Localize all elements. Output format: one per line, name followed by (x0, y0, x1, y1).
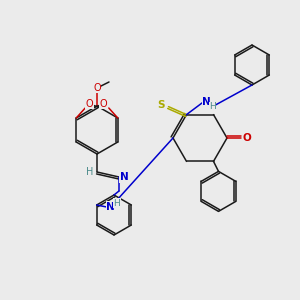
Text: N: N (106, 202, 115, 212)
Text: O: O (243, 133, 251, 143)
Text: O: O (85, 99, 93, 109)
Text: O: O (100, 99, 108, 109)
Text: O: O (93, 83, 101, 93)
Text: H: H (86, 167, 94, 177)
Text: H: H (113, 199, 120, 208)
Text: N: N (120, 172, 128, 182)
Text: S: S (158, 100, 165, 110)
Text: H: H (209, 102, 216, 111)
Text: N: N (202, 97, 211, 106)
